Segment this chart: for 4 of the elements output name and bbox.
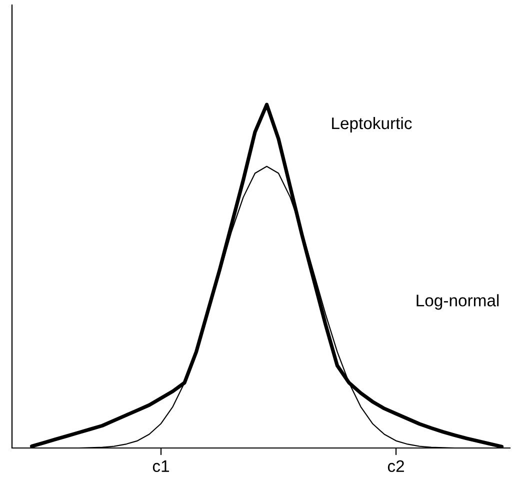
annotation: Log-normal	[416, 294, 499, 310]
annotation: Leptokurtic	[332, 116, 412, 132]
x-tick-label: c1	[152, 460, 169, 472]
x-tick-label: c2	[388, 460, 404, 472]
